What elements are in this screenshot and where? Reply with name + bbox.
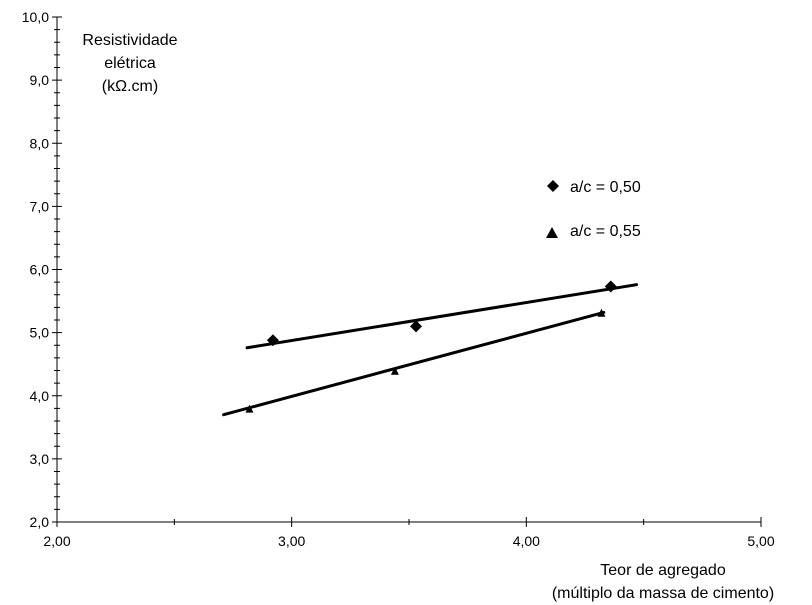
y-tick-label: 4,0 (30, 388, 50, 404)
x-tick-label: 4,00 (513, 533, 540, 549)
legend-diamond-marker-icon (547, 180, 559, 192)
y-axis-label-line-1: Resistividade (82, 32, 177, 49)
x-axis-label: Teor de agregado (múltiplo da massa de c… (552, 562, 774, 602)
y-axis-label-line-2: elétrica (104, 55, 156, 72)
x-tick-label: 5,00 (747, 533, 774, 549)
legend: a/c = 0,50 a/c = 0,55 (546, 179, 641, 240)
x-tick-label: 2,00 (43, 533, 70, 549)
axes (57, 17, 761, 522)
legend-label-series-1: a/c = 0,50 (570, 179, 641, 196)
y-tick-label: 9,0 (30, 72, 50, 88)
y-tick-label: 2,0 (30, 514, 50, 530)
y-axis-label-line-3: (kΩ.cm) (102, 78, 158, 95)
y-axis-label: Resistividade elétrica (kΩ.cm) (82, 32, 177, 95)
x-axis-label-line-2: (múltiplo da massa de cimento) (552, 585, 774, 602)
y-tick-label: 6,0 (30, 262, 50, 278)
trendlines (224, 285, 637, 415)
x-axis-label-line-1: Teor de agregado (600, 562, 726, 579)
y-tick-label: 10,0 (22, 9, 49, 25)
tick-marks (52, 17, 761, 527)
x-tick-label: 3,00 (278, 533, 305, 549)
y-tick-label: 7,0 (30, 198, 50, 214)
legend-triangle-marker-icon (546, 227, 558, 238)
y-tick-label: 3,0 (30, 451, 50, 467)
legend-label-series-2: a/c = 0,55 (570, 223, 641, 240)
y-tick-label: 8,0 (30, 135, 50, 151)
y-tick-label: 5,0 (30, 325, 50, 341)
trendline-series-1 (247, 285, 637, 348)
